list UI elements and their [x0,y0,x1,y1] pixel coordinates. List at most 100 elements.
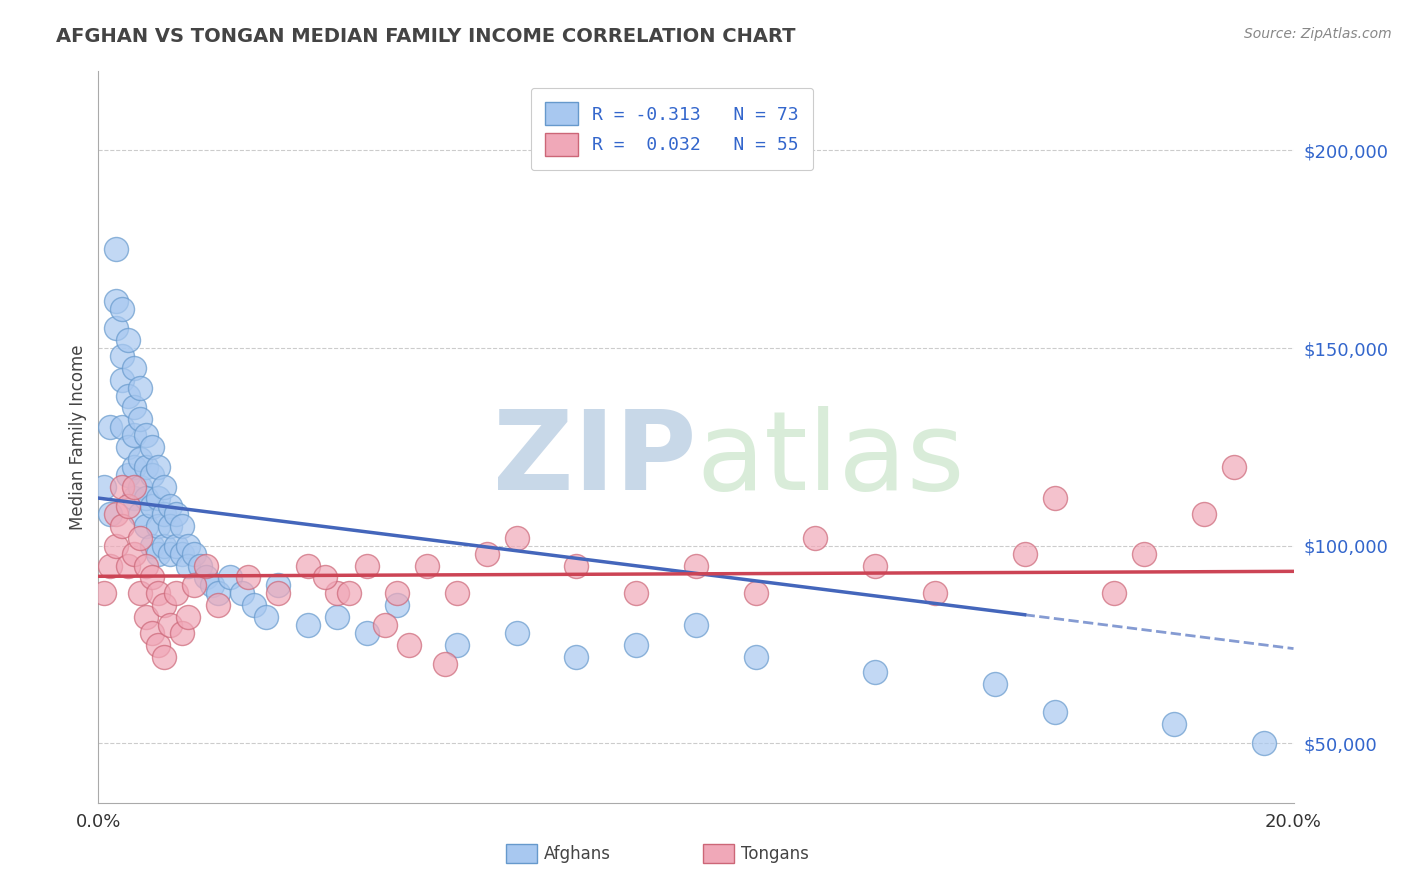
Point [356,625,378,640]
Point [141,440,163,454]
Point [385,586,409,600]
Point [297,618,319,632]
Point [111,479,134,493]
Point [124,428,146,442]
Text: AFGHAN VS TONGAN MEDIAN FAMILY INCOME CORRELATION CHART: AFGHAN VS TONGAN MEDIAN FAMILY INCOME CO… [56,27,796,45]
Point [105,507,128,521]
Point [93,586,115,600]
Point [148,586,170,600]
Point [124,360,146,375]
Point [129,451,152,466]
Point [172,547,194,561]
Point [315,570,337,584]
Point [236,570,259,584]
Point [804,531,827,545]
Point [685,618,707,632]
Point [565,649,588,664]
Point [141,500,163,514]
Point [124,491,146,506]
Point [159,500,181,514]
Point [326,586,349,600]
Point [98,558,122,573]
Point [434,657,457,672]
Point [111,349,134,363]
Text: Afghans: Afghans [544,845,612,863]
Point [117,467,139,482]
Point [165,539,187,553]
Point [105,293,128,308]
Y-axis label: Median Family Income: Median Family Income [69,344,87,530]
Point [141,467,163,482]
Point [98,420,122,434]
Point [129,507,152,521]
Point [626,586,648,600]
Point [183,578,205,592]
Point [243,598,266,612]
Point [745,649,768,664]
Point [111,301,134,316]
Point [398,638,420,652]
Point [685,558,707,573]
Point [201,578,224,592]
Point [117,500,139,514]
Point [626,638,648,652]
Point [117,558,139,573]
Point [475,547,498,561]
Point [141,625,163,640]
Text: atlas: atlas [696,406,965,513]
Point [153,539,176,553]
Point [159,519,181,533]
Point [374,618,396,632]
Point [141,570,163,584]
Point [339,586,361,600]
Point [135,610,157,624]
Point [117,440,139,454]
Point [153,507,176,521]
Point [924,586,946,600]
Point [129,531,152,545]
Text: ZIP: ZIP [492,406,696,513]
Point [111,519,134,533]
Point [148,491,170,506]
Point [111,420,134,434]
Point [129,479,152,493]
Point [1133,547,1156,561]
Point [1192,507,1215,521]
Point [148,638,170,652]
Point [1223,459,1246,474]
Point [111,373,134,387]
Point [267,578,290,592]
Point [177,610,200,624]
Point [159,618,181,632]
Point [506,531,529,545]
Point [1014,547,1036,561]
Point [105,242,128,256]
Point [207,598,229,612]
Point [1043,705,1066,719]
Point [385,598,409,612]
Point [326,610,349,624]
Point [195,558,218,573]
Point [1043,491,1066,506]
Text: Source: ZipAtlas.com: Source: ZipAtlas.com [1244,27,1392,41]
Point [153,649,176,664]
Point [172,519,194,533]
Point [195,570,218,584]
Point [183,547,205,561]
Point [98,507,122,521]
Point [865,665,887,680]
Point [297,558,319,573]
Point [124,459,146,474]
Point [172,625,194,640]
Point [129,381,152,395]
Point [177,539,200,553]
Point [153,479,176,493]
Point [105,539,128,553]
Point [148,459,170,474]
Point [1163,716,1185,731]
Point [153,598,176,612]
Point [117,388,139,402]
Point [177,558,200,573]
Point [865,558,887,573]
Point [188,558,211,573]
